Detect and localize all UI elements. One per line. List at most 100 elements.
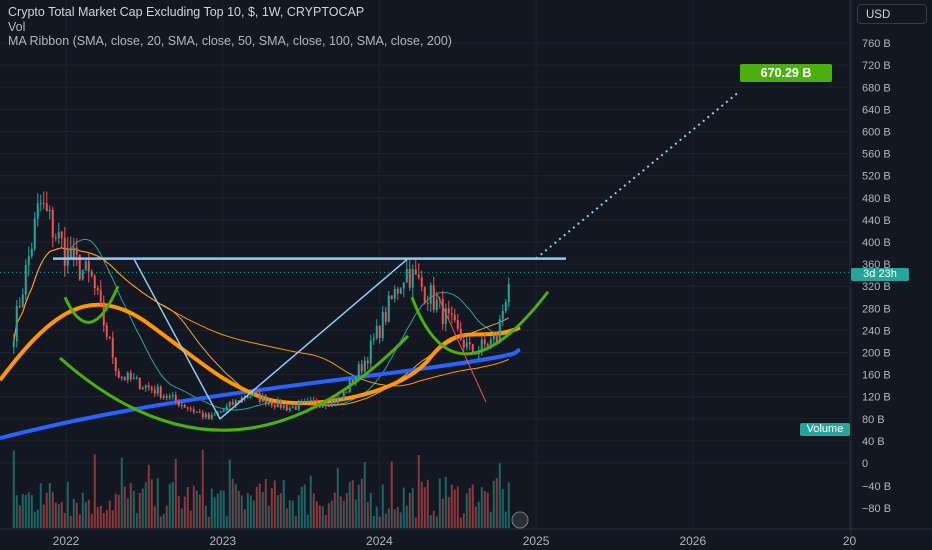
candle-body (54, 237, 57, 239)
candle-body (234, 400, 237, 406)
candle-body (96, 288, 99, 291)
ma-ribbon-indicator-label[interactable]: MA Ribbon (SMA, close, 20, SMA, close, 5… (8, 34, 452, 48)
volume-bar (252, 500, 255, 528)
candle-body (480, 339, 483, 351)
price-tick-label: 520 B (862, 171, 891, 183)
candle-body (84, 261, 87, 271)
volume-bar (363, 462, 366, 528)
candle-body (75, 247, 78, 255)
volume-bar (459, 517, 462, 528)
volume-bar (123, 486, 126, 528)
volume-bar (12, 450, 15, 528)
volume-tick-label: −80 B (862, 503, 891, 515)
candle-body (246, 396, 249, 399)
candle-body (264, 395, 267, 405)
volume-bar (372, 515, 375, 528)
volume-bar (165, 505, 168, 528)
price-tick-label: 160 B (862, 370, 891, 382)
volume-bar (327, 503, 330, 528)
volume-bar (27, 492, 30, 528)
volume-bar (456, 486, 459, 528)
volume-bar (339, 496, 342, 528)
volume-bar (438, 478, 441, 528)
candle-body (471, 344, 474, 354)
candle-body (468, 342, 471, 345)
volume-bar (117, 494, 120, 528)
downtrend-line (435, 291, 487, 403)
candle-body (114, 357, 117, 372)
candle-body (375, 325, 378, 339)
candle-body (330, 399, 333, 407)
candle-body (69, 248, 72, 260)
volume-bar (486, 492, 489, 528)
candle-body (48, 209, 51, 212)
price-tick-label: 720 B (862, 60, 891, 72)
candle-body (204, 413, 207, 418)
volume-bar (465, 493, 468, 528)
volume-bar (63, 512, 66, 528)
currency-button[interactable]: USD (857, 4, 927, 24)
candle-body (351, 379, 354, 384)
candle-body (144, 385, 147, 388)
candle-body (39, 203, 42, 205)
candle-body (426, 302, 429, 304)
price-tick-label: 640 B (862, 104, 891, 116)
volume-bar (45, 492, 48, 528)
candle-body (378, 325, 381, 339)
left-handle-curve (63, 285, 120, 324)
volume-bar (90, 514, 93, 528)
volume-bar (60, 502, 63, 528)
volume-bar (225, 516, 228, 528)
candle-body (411, 269, 414, 288)
candle-body (489, 339, 492, 347)
candle-body (30, 248, 33, 257)
volume-bar (204, 505, 207, 528)
candle-body (60, 231, 63, 239)
volume-bar (222, 490, 225, 528)
volume-bar (366, 501, 369, 528)
candle-body (456, 320, 459, 329)
candle-body (309, 400, 312, 402)
candle-body (150, 387, 153, 390)
volume-bar (336, 467, 339, 528)
price-tick-label: 680 B (862, 82, 891, 94)
volume-bar (420, 481, 423, 528)
volume-bar (501, 489, 504, 528)
right-cup-curve (410, 290, 550, 356)
candle-body (225, 406, 228, 410)
volume-bar (201, 449, 204, 528)
candle-body (420, 277, 423, 287)
candle-body (405, 268, 408, 283)
candle-body (198, 411, 201, 413)
candle-body (369, 340, 372, 364)
projection-line (535, 91, 739, 260)
volume-bar (354, 499, 357, 528)
volume-bar (309, 475, 312, 528)
volume-indicator-label[interactable]: Vol (8, 19, 26, 34)
volume-bar (477, 501, 480, 528)
volume-bar (264, 478, 267, 528)
time-tick-label: 20 (843, 534, 857, 548)
candle-body (390, 295, 393, 299)
candle-body (492, 335, 495, 340)
candle-body (336, 397, 339, 404)
volume-bar (483, 490, 486, 528)
candle-body (285, 405, 288, 411)
candle-body (117, 371, 120, 378)
volume-bar (99, 505, 102, 528)
volume-bar (396, 507, 399, 528)
volume-bar (93, 454, 96, 528)
candle-body (279, 399, 282, 408)
candle-body (78, 254, 81, 280)
volume-bar (468, 488, 471, 528)
candle-body (135, 377, 138, 379)
volume-bar (360, 478, 363, 528)
candle-body (93, 276, 96, 289)
volume-bar (399, 512, 402, 528)
candle-body (483, 339, 486, 345)
price-tick-label: 760 B (862, 38, 891, 50)
candle-body (42, 203, 45, 205)
volume-bar (147, 464, 150, 528)
volume-bar (234, 484, 237, 528)
